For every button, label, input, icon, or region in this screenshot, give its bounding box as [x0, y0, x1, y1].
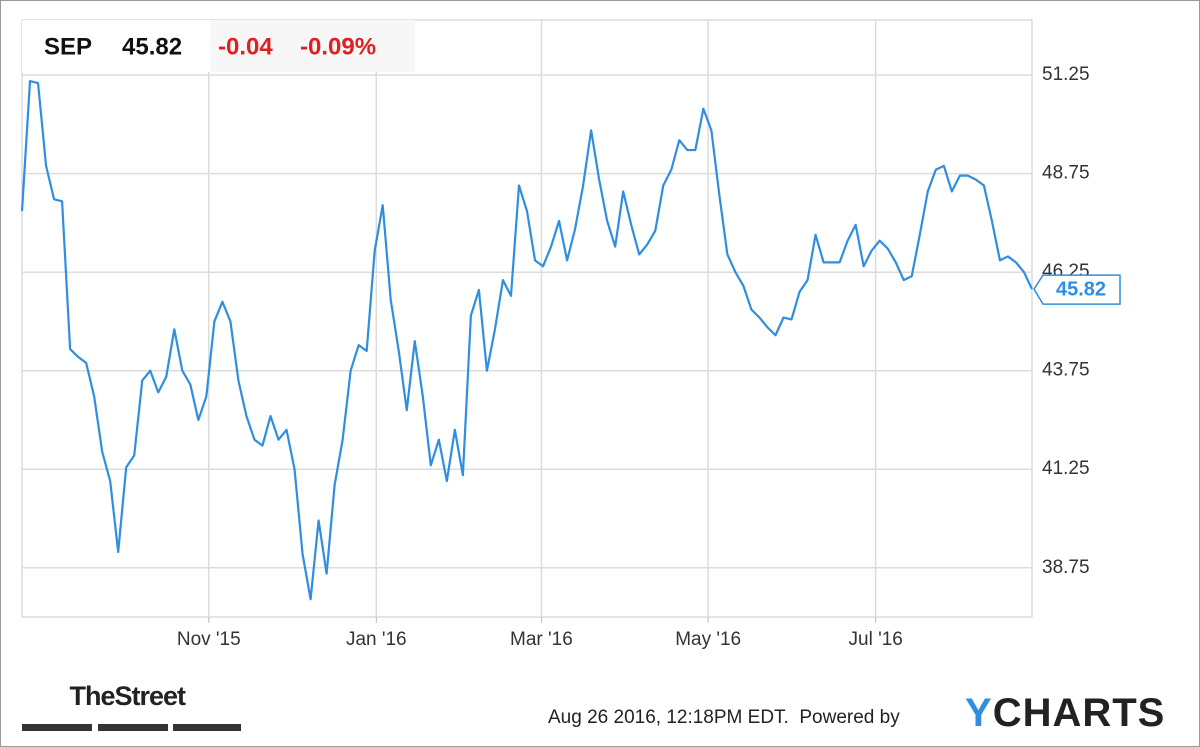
x-tick-label: Nov '15	[177, 629, 241, 650]
y-tick-label: 51.25	[1042, 64, 1090, 85]
y-tick-label: 38.75	[1042, 557, 1090, 578]
x-tick-label: May '16	[675, 629, 741, 650]
logo-bar	[98, 724, 168, 731]
x-tick-label: Mar '16	[510, 629, 573, 650]
last-value-label: 45.82	[1056, 278, 1106, 300]
x-tick-label: Jul '16	[849, 629, 903, 650]
last-value-box	[1033, 274, 1121, 305]
timestamp: Aug 26 2016, 12:18PM EDT. Powered by	[548, 707, 900, 728]
y-tick-label: 48.75	[1042, 163, 1090, 184]
ticker: SEP	[44, 33, 92, 60]
x-tick-label: Jan '16	[346, 629, 407, 650]
series	[20, 79, 1033, 601]
price-line	[20, 79, 1033, 601]
source-logo: TheStreet	[69, 681, 186, 711]
price: 45.82	[122, 33, 182, 60]
change: -0.04	[218, 33, 273, 60]
brand-logo: YCHARTS	[965, 691, 1166, 735]
logo-bar	[22, 724, 92, 731]
change-box	[210, 20, 415, 72]
change-percent: -0.09%	[300, 33, 376, 60]
logo-bar	[173, 724, 241, 731]
y-tick-label: 41.25	[1042, 458, 1090, 479]
plot-area	[21, 19, 1033, 618]
y-tick-label: 43.75	[1042, 360, 1090, 381]
